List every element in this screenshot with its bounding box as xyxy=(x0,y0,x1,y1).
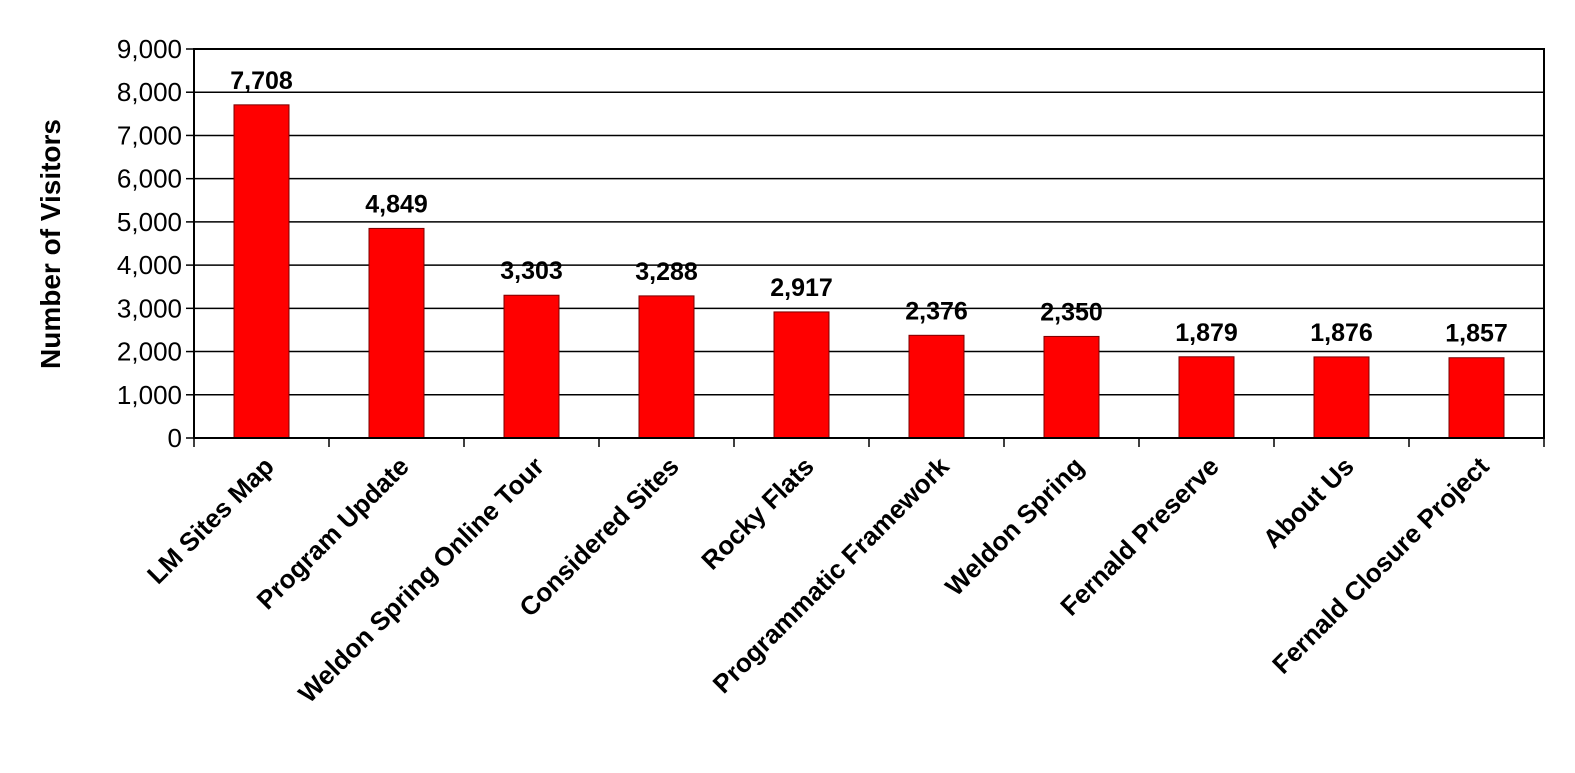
bar xyxy=(503,294,560,439)
x-tick-label: Weldon Spring Online Tour xyxy=(292,451,549,708)
x-tick-label: LM Sites Map xyxy=(141,451,280,590)
bar xyxy=(368,227,425,439)
y-tick-label: 5,000 xyxy=(117,207,182,237)
bar xyxy=(1313,356,1370,439)
axes xyxy=(186,48,1545,447)
data-label: 3,288 xyxy=(635,258,698,286)
data-label: 2,917 xyxy=(770,274,833,302)
y-tick-label: 6,000 xyxy=(117,164,182,194)
data-label: 1,857 xyxy=(1445,320,1508,348)
x-tick-label: About Us xyxy=(1257,451,1360,554)
bar xyxy=(1448,357,1505,439)
y-tick-label: 3,000 xyxy=(117,293,182,323)
y-tick-label: 4,000 xyxy=(117,250,182,280)
x-tick-label: Weldon Spring xyxy=(939,451,1090,602)
bars xyxy=(233,104,1505,439)
x-tick-label: Programmatic Framework xyxy=(707,451,955,699)
data-label: 4,849 xyxy=(365,190,428,218)
data-label: 1,879 xyxy=(1175,319,1238,347)
bar xyxy=(773,311,830,439)
y-tick-label: 0 xyxy=(168,423,182,453)
data-label: 2,350 xyxy=(1040,298,1103,326)
data-label: 2,376 xyxy=(905,297,968,325)
bar xyxy=(638,295,695,439)
bar xyxy=(1178,356,1235,439)
data-label: 7,708 xyxy=(230,67,293,95)
bar xyxy=(233,104,290,439)
x-tick-label: Fernald Closure Project xyxy=(1266,451,1495,680)
bar xyxy=(1043,335,1100,439)
data-label: 1,876 xyxy=(1310,319,1373,347)
y-tick-label: 7,000 xyxy=(117,120,182,150)
data-label: 3,303 xyxy=(500,257,563,285)
y-tick-label: 1,000 xyxy=(117,380,182,410)
y-tick-label: 9,000 xyxy=(117,34,182,64)
x-tick-label: Rocky Flats xyxy=(695,451,819,575)
y-axis-title: Number of Visitors xyxy=(35,119,66,369)
bar xyxy=(908,334,965,439)
y-tick-label: 2,000 xyxy=(117,337,182,367)
y-tick-label: 8,000 xyxy=(117,77,182,107)
